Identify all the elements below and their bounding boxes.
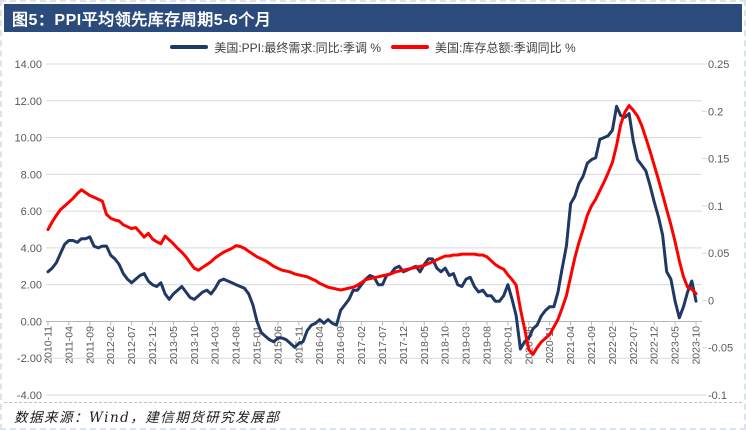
- x-axis-label: 2022-12: [649, 326, 661, 365]
- x-axis-label: 2014-03: [210, 326, 222, 365]
- y-axis-label-left: 6.00: [21, 206, 42, 218]
- y-axis-label-left: 8.00: [21, 169, 42, 181]
- x-axis-label: 2010-11: [43, 326, 55, 364]
- y-axis-label-right: 0: [708, 295, 714, 307]
- y-axis-label-left: 10.00: [14, 133, 42, 145]
- legend-item-inventory: 美国:库存总额:季调同比 %: [391, 39, 576, 56]
- y-axis-label-right: 0.15: [708, 154, 729, 166]
- legend-item-ppi: 美国:PPI:最终需求:同比:季调 %: [170, 39, 381, 56]
- y-axis-label-right: 0.1: [708, 201, 723, 213]
- y-axis-label-right: -0.05: [708, 343, 733, 355]
- y-axis-label-left: -2.00: [17, 353, 42, 365]
- x-axis-label: 2016-04: [314, 326, 326, 365]
- x-axis-label: 2014-08: [231, 326, 243, 365]
- x-axis-label: 2015-01: [252, 326, 264, 365]
- x-axis-label: 2020-01: [502, 326, 514, 365]
- data-source-note: 数据来源：Wind，建信期货研究发展部: [4, 402, 742, 426]
- x-axis-label: 2012-02: [105, 326, 117, 365]
- x-axis-label: 2022-02: [607, 326, 619, 365]
- x-axis-label: 2023-10: [691, 326, 703, 365]
- y-axis-label-left: 4.00: [21, 243, 42, 255]
- x-axis-label: 2019-08: [481, 326, 493, 365]
- legend-label-ppi: 美国:PPI:最终需求:同比:季调 %: [214, 40, 381, 55]
- x-axis-label: 2017-07: [377, 326, 389, 365]
- x-axis-label: 2021-09: [586, 326, 598, 365]
- y-axis-label-right: 0.05: [708, 248, 729, 260]
- x-axis-label: 2017-02: [356, 326, 368, 365]
- y-axis-label-left: -4.00: [17, 390, 42, 402]
- series-line-inventory: [46, 104, 698, 356]
- x-axis-label: 2013-10: [189, 326, 201, 365]
- x-axis-label: 2015-06: [272, 326, 284, 365]
- y-axis-label-left: 12.00: [14, 96, 42, 108]
- x-axis-label: 2016-09: [335, 326, 347, 365]
- x-axis-label: 2011-04: [63, 326, 75, 364]
- x-axis-label: 2021-04: [565, 326, 577, 365]
- chart-legend: 美国:PPI:最终需求:同比:季调 % 美国:库存总额:季调同比 %: [2, 38, 744, 56]
- x-axis-label: 2022-07: [628, 326, 640, 365]
- x-axis-label: 2017-12: [398, 326, 410, 365]
- y-axis-label-right: 0.25: [708, 59, 729, 71]
- x-axis-label: 2018-10: [440, 326, 452, 365]
- figure-title: 图5：PPI平均领先库存周期5-6个月: [12, 12, 272, 29]
- x-axis-label: 2012-12: [147, 326, 159, 365]
- x-axis-label: 2019-03: [461, 326, 473, 365]
- x-axis-label: 2023-05: [670, 326, 682, 365]
- y-axis-label-left: 14.00: [14, 59, 42, 71]
- series-line-ppi: [46, 104, 698, 351]
- y-axis-label-right: -0.1: [708, 390, 727, 402]
- figure-title-bar: 图5：PPI平均领先库存周期5-6个月: [4, 4, 742, 32]
- legend-line-ppi-swatch: [170, 45, 209, 49]
- x-axis-label: 2012-07: [126, 326, 138, 365]
- legend-label-inventory: 美国:库存总额:季调同比 %: [435, 40, 576, 55]
- x-axis-label: 2018-05: [419, 326, 431, 365]
- y-axis-label-left: 0.00: [21, 316, 42, 328]
- legend-line-inventory-swatch: [391, 45, 429, 49]
- y-axis-label-right: 0.2: [708, 106, 723, 118]
- y-axis-label-left: 2.00: [21, 280, 42, 292]
- x-axis-label: 2013-05: [168, 326, 180, 365]
- x-axis-label: 2011-09: [84, 326, 96, 364]
